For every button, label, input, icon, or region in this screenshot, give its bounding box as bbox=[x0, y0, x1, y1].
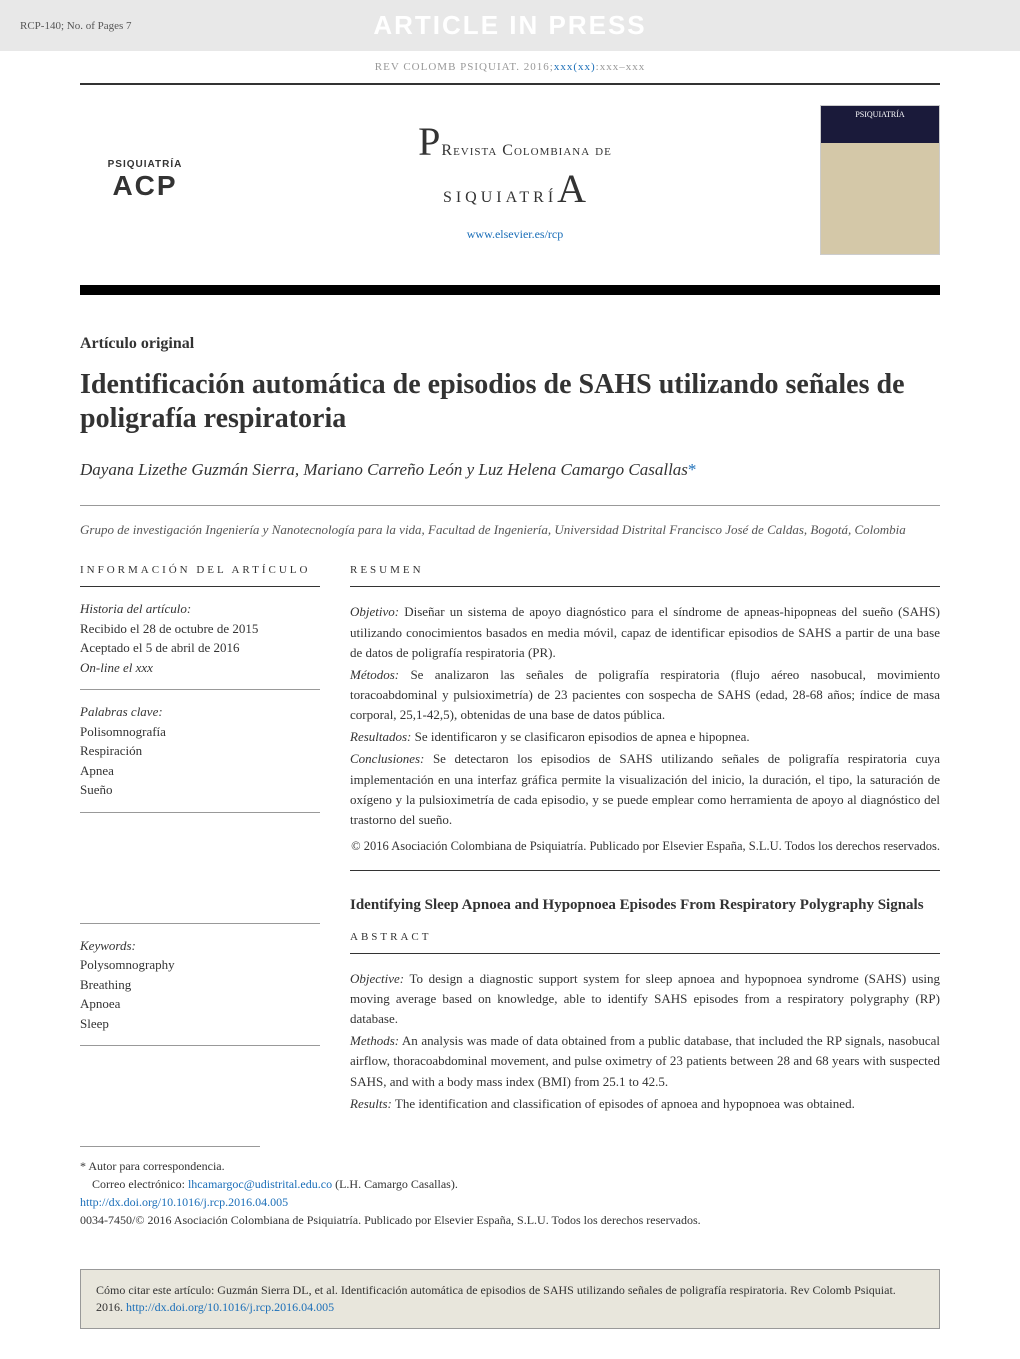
received-date: Recibido el 28 de octubre de 2015 bbox=[80, 619, 320, 639]
corresponding-author-star: * bbox=[688, 460, 697, 479]
article-in-press-banner: ARTICLE IN PRESS bbox=[373, 10, 646, 41]
citation-box: Cómo citar este artículo: Guzmán Sierra … bbox=[80, 1269, 940, 1329]
conclusiones-text: Se detectaron los episodios de SAHS util… bbox=[350, 751, 940, 826]
resultados-text: Se identificaron y se clasificaron episo… bbox=[411, 729, 749, 744]
corresponding-email[interactable]: lhcamargoc@udistrital.edu.co bbox=[188, 1177, 332, 1191]
society-logo: PSIQUIATRÍA ACP bbox=[80, 135, 210, 225]
issn-copyright: 0034-7450/© 2016 Asociación Colombiana d… bbox=[80, 1211, 940, 1229]
authors: Dayana Lizethe Guzmán Sierra, Mariano Ca… bbox=[80, 460, 940, 480]
english-title: Identifying Sleep Apnoea and Hypopnoea E… bbox=[350, 896, 940, 916]
keyword-en-1: Breathing bbox=[80, 975, 320, 995]
email-suffix: (L.H. Camargo Casallas). bbox=[332, 1177, 458, 1191]
accepted-date: Aceptado el 5 de abril de 2016 bbox=[80, 638, 320, 658]
methods-label: Methods: bbox=[350, 1033, 399, 1048]
author-rule bbox=[80, 505, 940, 506]
objetivo-label: Objetivo: bbox=[350, 604, 399, 619]
keywords-es-label: Palabras clave: bbox=[80, 702, 320, 722]
keyword-en-2: Apnoea bbox=[80, 994, 320, 1014]
footer-block: * Autor para correspondencia. Correo ele… bbox=[80, 1157, 940, 1229]
results-text: The identification and classification of… bbox=[392, 1096, 855, 1111]
citation-doi-link[interactable]: http://dx.doi.org/10.1016/j.rcp.2016.04.… bbox=[126, 1300, 334, 1314]
article-info-header: información del artículo bbox=[80, 564, 320, 587]
resultados-label: Resultados: bbox=[350, 729, 411, 744]
black-divider bbox=[80, 285, 940, 295]
citation-prefix: REV COLOMB PSIQUIAT. bbox=[375, 61, 524, 73]
keyword-es-1: Respiración bbox=[80, 741, 320, 761]
article-title: Identificación automática de episodios d… bbox=[80, 368, 940, 435]
resumen-copyright: © 2016 Asociación Colombiana de Psiquiat… bbox=[350, 838, 940, 856]
journal-title: PRevista Colombiana de SIQUIATRÍA bbox=[210, 118, 820, 212]
objetivo-text: Diseñar un sistema de apoyo diagnóstico … bbox=[350, 604, 940, 659]
metodos-label: Métodos: bbox=[350, 667, 399, 682]
journal-title-block: PRevista Colombiana de SIQUIATRÍA www.el… bbox=[210, 118, 820, 242]
keyword-en-3: Sleep bbox=[80, 1014, 320, 1034]
keywords-en-top-rule bbox=[80, 923, 320, 924]
abstract-body: Objective: To design a diagnostic suppor… bbox=[350, 969, 940, 1114]
logo-psiquiatria-text: PSIQUIATRÍA bbox=[108, 159, 183, 170]
methods-text: An analysis was made of data obtained fr… bbox=[350, 1033, 940, 1088]
header-bar: RCP-140; No. of Pages 7 ARTICLE IN PRESS bbox=[0, 0, 1020, 51]
journal-cover-thumbnail: PSIQUIATRÍA bbox=[820, 105, 940, 255]
online-date: On-line el xxx bbox=[80, 658, 320, 678]
metodos-text: Se analizaron las señales de poligrafía … bbox=[350, 667, 940, 722]
keyword-es-0: Polisomnografía bbox=[80, 722, 320, 742]
citation-issue: xxx(xx) bbox=[554, 61, 596, 73]
objective-label: Objective: bbox=[350, 971, 404, 986]
keywords-spanish: Palabras clave: Polisomnografía Respirac… bbox=[80, 702, 320, 813]
citation-line: REV COLOMB PSIQUIAT. 2016;xxx(xx):xxx–xx… bbox=[0, 51, 1020, 83]
resumen-body: Objetivo: Diseñar un sistema de apoyo di… bbox=[350, 602, 940, 871]
abstract-header: abstract bbox=[350, 931, 940, 954]
conclusiones-label: Conclusiones: bbox=[350, 751, 424, 766]
citation-year: 2016; bbox=[524, 61, 554, 73]
authors-list: Dayana Lizethe Guzmán Sierra, Mariano Ca… bbox=[80, 460, 688, 479]
article-history: Historia del artículo: Recibido el 28 de… bbox=[80, 599, 320, 690]
citation-pages: :xxx–xxx bbox=[596, 61, 646, 73]
journal-url-link[interactable]: www.elsevier.es/rcp bbox=[210, 227, 820, 242]
keywords-english: Keywords: Polysomnography Breathing Apno… bbox=[80, 936, 320, 1047]
footer-rule bbox=[80, 1146, 260, 1147]
doi-link[interactable]: http://dx.doi.org/10.1016/j.rcp.2016.04.… bbox=[80, 1193, 940, 1211]
keywords-en-label: Keywords: bbox=[80, 936, 320, 956]
psiquiatria-text: SIQUIATRÍ bbox=[443, 189, 557, 206]
affiliation: Grupo de investigación Ingeniería y Nano… bbox=[80, 521, 940, 539]
cover-title: PSIQUIATRÍA bbox=[821, 106, 939, 123]
journal-header: PSIQUIATRÍA ACP PRevista Colombiana de S… bbox=[0, 85, 1020, 275]
history-label: Historia del artículo: bbox=[80, 599, 320, 619]
objective-text: To design a diagnostic support system fo… bbox=[350, 971, 940, 1026]
logo-acp-text: ACP bbox=[112, 170, 177, 202]
revista-text: Revista Colombiana de bbox=[441, 142, 611, 159]
corresponding-author-label: * Autor para correspondencia. bbox=[80, 1157, 940, 1175]
results-label: Results: bbox=[350, 1096, 392, 1111]
model-reference: RCP-140; No. of Pages 7 bbox=[20, 20, 132, 32]
keyword-es-3: Sueño bbox=[80, 780, 320, 800]
keyword-en-0: Polysomnography bbox=[80, 955, 320, 975]
article-type: Artículo original bbox=[80, 335, 940, 353]
keyword-es-2: Apnea bbox=[80, 761, 320, 781]
resumen-header: resumen bbox=[350, 564, 940, 587]
email-label: Correo electrónico: bbox=[92, 1177, 188, 1191]
